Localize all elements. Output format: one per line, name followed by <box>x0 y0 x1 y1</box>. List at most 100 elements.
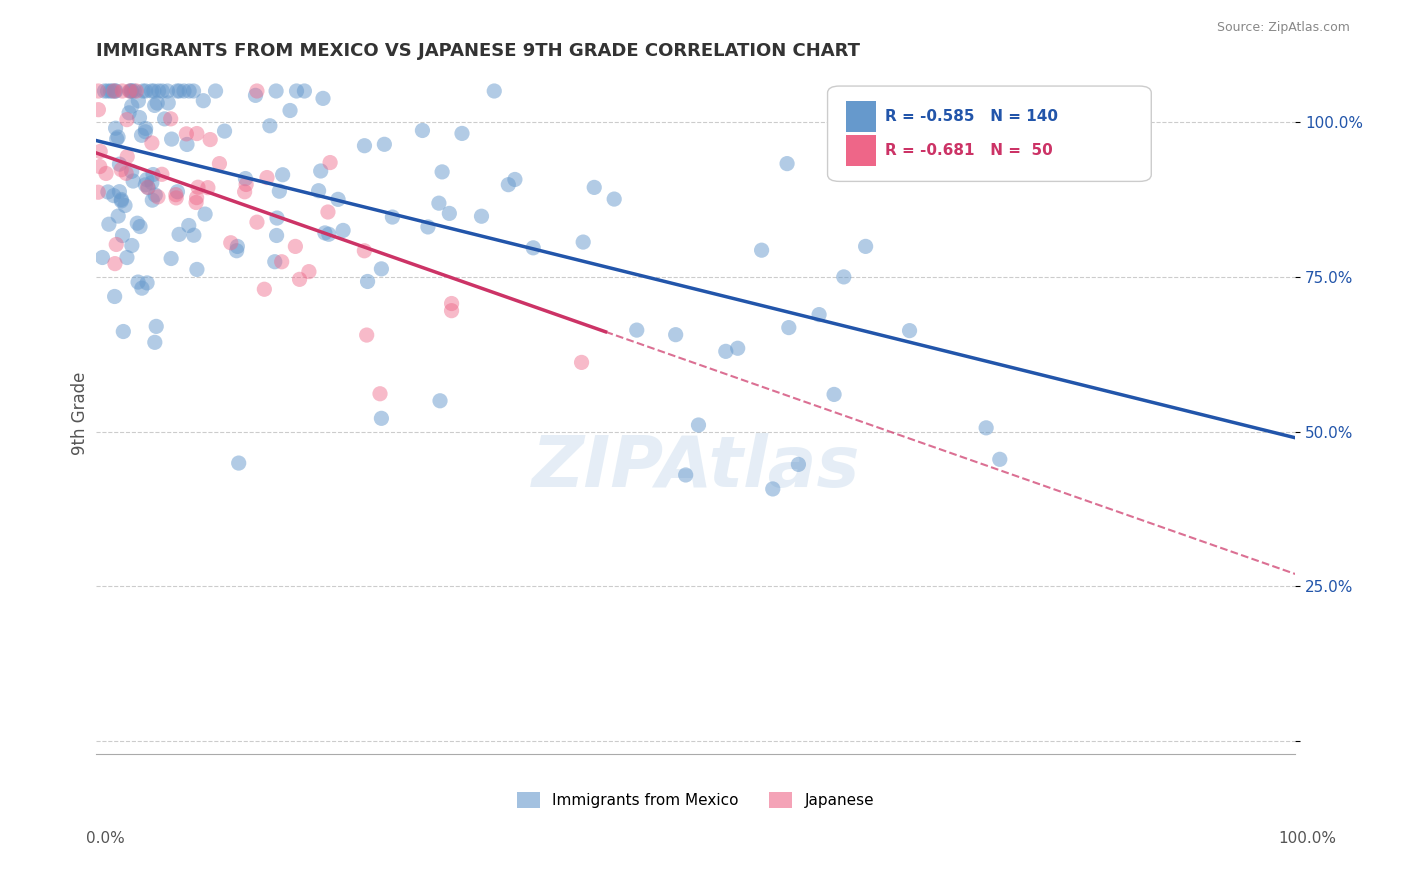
Japanese <box>136 180 159 194</box>
Japanese <box>284 239 307 253</box>
Immigrants from Mexico <box>484 84 506 98</box>
Immigrants from Mexico <box>156 84 179 98</box>
Japanese <box>87 103 110 117</box>
Immigrants from Mexico <box>157 95 180 110</box>
Immigrants from Mexico <box>626 323 648 337</box>
Immigrants from Mexico <box>111 228 134 243</box>
Japanese <box>115 150 138 164</box>
Text: Source: ZipAtlas.com: Source: ZipAtlas.com <box>1216 21 1350 34</box>
Japanese <box>298 265 321 279</box>
Immigrants from Mexico <box>160 252 183 266</box>
Immigrants from Mexico <box>266 211 288 225</box>
Immigrants from Mexico <box>118 84 141 98</box>
Text: IMMIGRANTS FROM MEXICO VS JAPANESE 9TH GRADE CORRELATION CHART: IMMIGRANTS FROM MEXICO VS JAPANESE 9TH G… <box>96 42 860 60</box>
Immigrants from Mexico <box>131 128 153 143</box>
Japanese <box>440 296 463 310</box>
Immigrants from Mexico <box>855 239 877 253</box>
Immigrants from Mexico <box>160 132 183 146</box>
Immigrants from Mexico <box>988 452 1011 467</box>
Immigrants from Mexico <box>176 137 198 152</box>
Japanese <box>270 254 292 268</box>
Japanese <box>105 237 128 252</box>
Immigrants from Mexico <box>121 164 143 178</box>
Japanese <box>141 136 163 150</box>
Immigrants from Mexico <box>145 319 167 334</box>
Japanese <box>256 170 278 185</box>
Immigrants from Mexico <box>787 458 810 472</box>
Immigrants from Mexico <box>104 84 127 98</box>
Immigrants from Mexico <box>114 198 136 212</box>
Immigrants from Mexico <box>121 84 143 98</box>
Immigrants from Mexico <box>135 84 157 98</box>
Immigrants from Mexico <box>762 482 785 496</box>
Immigrants from Mexico <box>498 178 520 192</box>
Immigrants from Mexico <box>285 84 308 98</box>
Japanese <box>103 84 125 98</box>
Immigrants from Mexico <box>370 411 392 425</box>
Immigrants from Mexico <box>427 196 450 211</box>
Immigrants from Mexico <box>127 216 149 230</box>
Japanese <box>186 191 208 205</box>
Immigrants from Mexico <box>204 84 226 98</box>
Immigrants from Mexico <box>823 387 845 401</box>
Immigrants from Mexico <box>103 188 125 202</box>
FancyBboxPatch shape <box>828 86 1152 181</box>
Immigrants from Mexico <box>141 84 163 98</box>
Japanese <box>146 190 169 204</box>
Text: R = -0.585   N = 140: R = -0.585 N = 140 <box>886 109 1059 124</box>
Immigrants from Mexico <box>430 165 453 179</box>
Immigrants from Mexico <box>186 262 208 277</box>
Immigrants from Mexico <box>183 84 205 98</box>
Immigrants from Mexico <box>714 344 737 359</box>
Immigrants from Mexico <box>381 210 404 224</box>
Immigrants from Mexico <box>104 289 127 303</box>
Immigrants from Mexico <box>326 192 349 206</box>
FancyBboxPatch shape <box>845 136 876 166</box>
Immigrants from Mexico <box>312 91 335 105</box>
Immigrants from Mexico <box>583 180 606 194</box>
Immigrants from Mexico <box>572 235 595 249</box>
Immigrants from Mexico <box>142 84 165 98</box>
Immigrants from Mexico <box>294 84 316 98</box>
Immigrants from Mexico <box>146 96 169 111</box>
Immigrants from Mexico <box>177 219 200 233</box>
Legend: Immigrants from Mexico, Japanese: Immigrants from Mexico, Japanese <box>510 786 880 814</box>
Immigrants from Mexico <box>131 281 153 295</box>
Immigrants from Mexico <box>308 184 330 198</box>
Immigrants from Mexico <box>101 84 124 98</box>
Immigrants from Mexico <box>127 94 149 108</box>
Immigrants from Mexico <box>416 219 439 234</box>
Immigrants from Mexico <box>148 84 170 98</box>
Immigrants from Mexico <box>751 243 773 257</box>
Immigrants from Mexico <box>226 239 249 253</box>
Immigrants from Mexico <box>314 226 336 240</box>
Immigrants from Mexico <box>91 251 114 265</box>
Immigrants from Mexico <box>167 227 190 242</box>
Immigrants from Mexico <box>96 84 118 98</box>
Immigrants from Mexico <box>97 185 120 199</box>
Japanese <box>165 191 187 205</box>
Immigrants from Mexico <box>665 327 688 342</box>
Japanese <box>115 166 138 180</box>
Japanese <box>253 282 276 296</box>
Japanese <box>288 272 311 286</box>
Immigrants from Mexico <box>104 84 127 98</box>
Immigrants from Mexico <box>143 98 166 112</box>
Immigrants from Mexico <box>808 308 831 322</box>
Immigrants from Mexico <box>134 178 156 192</box>
Immigrants from Mexico <box>898 324 921 338</box>
Immigrants from Mexico <box>194 207 217 221</box>
Japanese <box>87 185 110 199</box>
Immigrants from Mexico <box>228 456 250 470</box>
Immigrants from Mexico <box>110 193 132 207</box>
Immigrants from Mexico <box>974 421 997 435</box>
Immigrants from Mexico <box>135 172 157 186</box>
Immigrants from Mexico <box>105 132 128 146</box>
Immigrants from Mexico <box>108 185 131 199</box>
Immigrants from Mexico <box>118 106 141 120</box>
Immigrants from Mexico <box>266 228 288 243</box>
Immigrants from Mexico <box>309 164 332 178</box>
Immigrants from Mexico <box>166 185 188 199</box>
Japanese <box>208 156 231 170</box>
Japanese <box>440 303 463 318</box>
